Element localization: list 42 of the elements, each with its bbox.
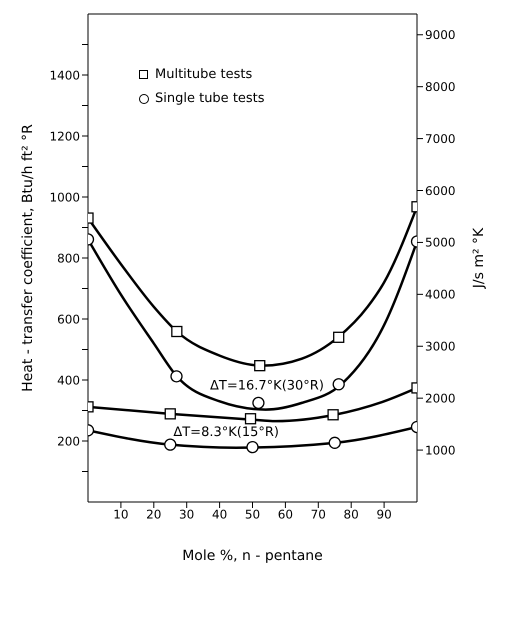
x-tick-label: 60 [278,508,294,522]
point [170,370,183,382]
y2-tick-label: 5000 [425,236,456,250]
y-tick-label: 1200 [49,129,80,144]
point [244,413,256,424]
x-tick-label: 80 [344,508,359,522]
x-tick-label: 40 [212,508,228,522]
legend-label: Single tube tests [155,90,265,108]
point [164,438,176,451]
annotation: ΔT=16.7°K(30°R) [210,378,324,394]
y2-tick-label: 6000 [425,184,456,198]
y2-tick-label: 2000 [425,391,456,406]
annotation: ΔT=8.3°K(15°R) [173,425,280,440]
point [328,436,341,449]
y2-tick-label: 4000 [425,288,456,302]
y-tick-label: 200 [57,434,80,448]
x-tick-label: 50 [244,508,260,522]
point [254,360,266,372]
y2-tick-label: 7000 [425,132,456,146]
x-tick-label: 20 [146,508,162,522]
y-tick-label: 1000 [49,190,80,204]
y2-tick-label: 3000 [425,340,456,354]
y2-axis-title: J/s m² °K [471,226,487,290]
y2-tick-label: 1000 [425,443,456,458]
point [171,326,182,338]
y-tick-label: 1400 [49,68,80,82]
x-tick-label: 70 [310,508,326,522]
x-axis-title: Mole %, n - pentane [182,548,323,564]
y-axis-title: Heat - transfer coefficient, Btu/h ft² °R [20,124,36,392]
legend-label: Multitube tests [155,66,252,84]
y-tick-label: 400 [57,373,80,388]
y-tick-label: 800 [57,251,80,266]
point [252,396,265,410]
y-tick-label: 600 [57,312,80,326]
y2-tick-label: 9000 [425,28,456,42]
x-tick-label: 10 [113,508,129,522]
point [327,409,339,420]
point [164,408,176,420]
point [246,440,259,454]
y2-tick-label: 8000 [425,80,456,94]
x-tick-label: 90 [376,508,392,522]
x-tick-label: 30 [179,508,194,522]
